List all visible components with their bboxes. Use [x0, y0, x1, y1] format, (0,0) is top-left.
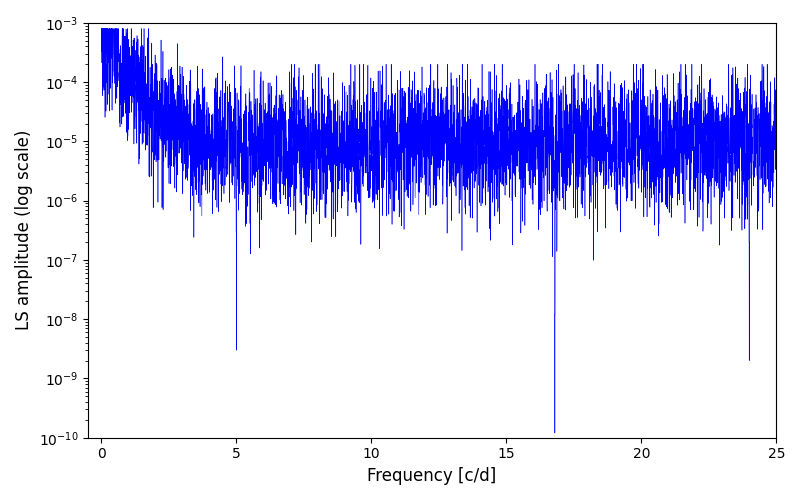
Y-axis label: LS amplitude (log scale): LS amplitude (log scale) [15, 130, 33, 330]
X-axis label: Frequency [c/d]: Frequency [c/d] [367, 467, 497, 485]
